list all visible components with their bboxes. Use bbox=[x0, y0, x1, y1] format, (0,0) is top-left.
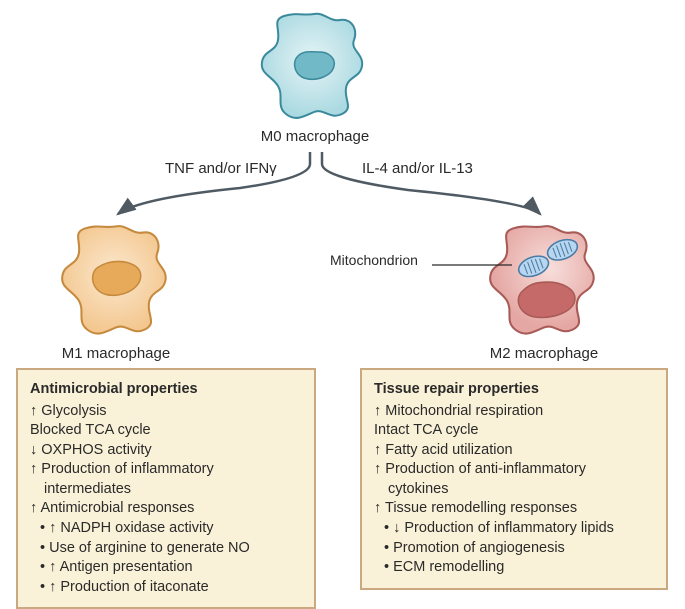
m1-line: ↑ Antimicrobial responses bbox=[30, 499, 302, 519]
m2-line: • ECM remodelling bbox=[374, 558, 654, 578]
m1-label: M1 macrophage bbox=[56, 345, 176, 362]
mitochondrion-label: Mitochondrion bbox=[330, 252, 418, 268]
m2-label: M2 macrophage bbox=[484, 345, 604, 362]
m2-line: ↑ Fatty acid utilization bbox=[374, 441, 654, 461]
m1-line: ↑ Glycolysis bbox=[30, 402, 302, 422]
m2-properties-box: Tissue repair properties ↑ Mitochondrial… bbox=[360, 368, 668, 590]
m1-line: ↓ OXPHOS activity bbox=[30, 441, 302, 461]
m2-line: ↑ Tissue remodelling responses bbox=[374, 499, 654, 519]
m1-properties-box: Antimicrobial properties ↑ GlycolysisBlo… bbox=[16, 368, 316, 609]
m1-line: • ↑ NADPH oxidase activity bbox=[30, 519, 302, 539]
m2-line: ↑ Mitochondrial respiration bbox=[374, 402, 654, 422]
m2-cell bbox=[478, 218, 610, 342]
m2-line: Intact TCA cycle bbox=[374, 421, 654, 441]
m2-line: • Promotion of angiogenesis bbox=[374, 539, 654, 559]
m1-box-title: Antimicrobial properties bbox=[30, 380, 302, 400]
m2-line: cytokines bbox=[374, 480, 654, 500]
mitochondrion-pointer bbox=[432, 260, 514, 270]
m1-cell bbox=[50, 218, 182, 342]
pathway-left-label: TNF and/or IFNγ bbox=[165, 160, 277, 177]
m0-cell bbox=[250, 6, 378, 126]
m1-line: ↑ Production of inflammatory bbox=[30, 460, 302, 480]
m1-line: • Use of arginine to generate NO bbox=[30, 539, 302, 559]
m2-line: • ↓ Production of inflammatory lipids bbox=[374, 519, 654, 539]
m2-line: ↑ Production of anti-inflammatory bbox=[374, 460, 654, 480]
m1-line: Blocked TCA cycle bbox=[30, 421, 302, 441]
m1-line: intermediates bbox=[30, 480, 302, 500]
m0-label: M0 macrophage bbox=[255, 128, 375, 145]
pathway-right-label: IL-4 and/or IL-13 bbox=[362, 160, 473, 177]
m2-box-title: Tissue repair properties bbox=[374, 380, 654, 400]
m1-line: • ↑ Antigen presentation bbox=[30, 558, 302, 578]
m1-line: • ↑ Production of itaconate bbox=[30, 578, 302, 598]
